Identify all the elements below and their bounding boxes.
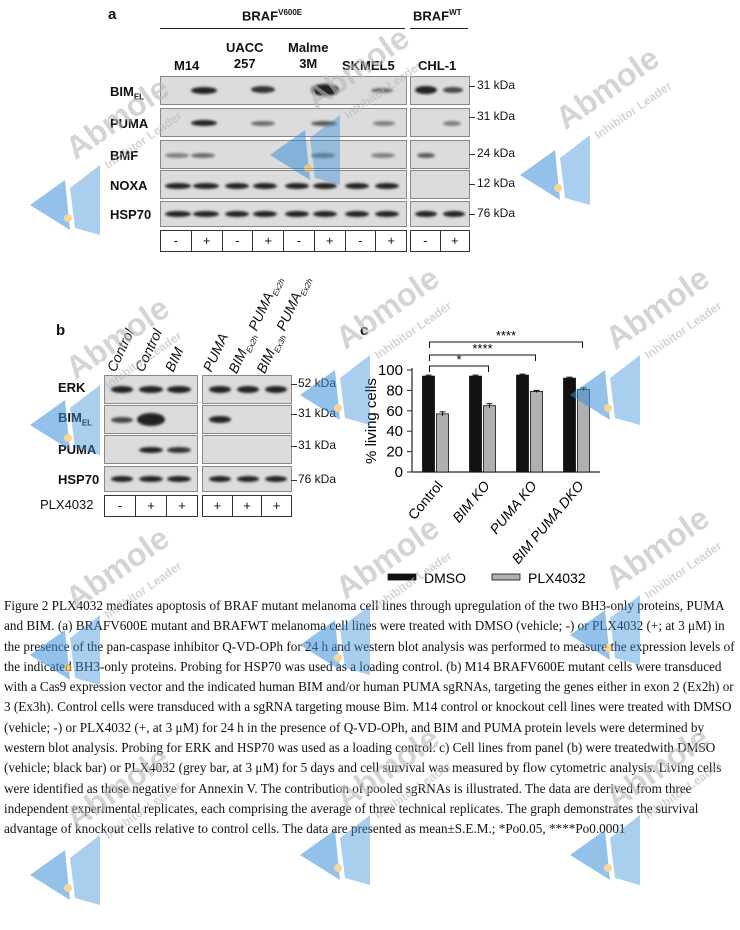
bar [436,413,449,473]
blot-puma-left [104,435,198,464]
significance-bracket [429,354,536,361]
y-tick-label: 0 [395,464,403,481]
y-tick-label: 60 [386,403,403,420]
significance-label: * [456,352,461,367]
panel-b-letter: b [56,322,66,339]
bar [483,405,496,473]
braf-wt-header: BRAFWT [413,8,462,24]
significance-label: **** [472,341,492,356]
bar [530,391,543,473]
row-label-bim: BIMEL [110,84,145,102]
y-tick-label: 100 [378,362,403,379]
legend-label: PLX4032 [528,570,586,586]
bar [469,375,482,473]
treatment-row-right: + + + [202,495,292,517]
cell-line-label: SKMEL5 [342,58,395,73]
row-label-noxa: NOXA [110,178,148,193]
row-label-hsp70: HSP70 [58,472,100,487]
legend-label: DMSO [424,570,466,586]
blot-bim-wt [410,76,470,105]
cell-line-label: Malme 3M [288,40,329,71]
y-tick-label: 40 [386,423,403,440]
kda-marker: 31 kDa [477,109,516,123]
blot-bim-right [202,405,292,434]
cell-line-label: CHL-1 [418,58,457,73]
treatment-row-wt: - + [410,230,470,252]
blot-erk-right [202,375,292,404]
blot-puma-right [202,435,292,464]
braf-mutant-line [160,28,405,29]
bar [422,375,435,473]
row-label-bim: BIMEL [58,410,93,428]
blot-hsp70-left [104,466,198,492]
cell-line-label: M14 [174,58,200,73]
y-tick-label: 20 [386,444,403,461]
blot-puma-mutant [160,108,407,137]
significance-bracket [429,365,489,372]
blot-hsp70-mutant [160,201,407,227]
blot-bim-left [104,405,198,434]
figure-caption: Figure 2 PLX4032 mediates apoptosis of B… [4,598,735,837]
abmole-watermark: Abmole Inhibitor Leader [510,39,690,230]
bar [563,377,576,473]
treatment-row-left: - + + [104,495,198,517]
cell-line-label: UACC 257 [226,40,264,71]
blot-hsp70-wt [410,201,470,227]
blot-bim-mutant [160,76,407,105]
bar [516,374,529,473]
category-label: Control [405,478,446,523]
blot-hsp70-right [202,466,292,492]
treatment-label: PLX4032 [40,497,94,512]
legend-swatch [387,573,417,581]
kda-marker: 12 kDa [477,176,516,190]
column-label: BIM [161,344,187,374]
significance-bracket [429,341,583,348]
blot-bmf-mutant [160,140,407,169]
row-label-erk: ERK [58,380,86,395]
blot-noxa-wt [410,170,470,199]
row-label-puma: PUMA [58,442,97,457]
panel-a-letter: a [108,6,117,23]
legend-swatch [491,573,521,581]
blot-erk-left [104,375,198,404]
treatment-row-mutant: - + - + - + - + [160,230,407,252]
blot-bmf-wt [410,140,470,169]
panel-c-letter: c [360,322,369,339]
kda-marker: 76 kDa [477,206,516,220]
kda-marker: 31 kDa [298,438,337,452]
kda-marker: 24 kDa [477,146,516,160]
significance-label: **** [496,328,516,343]
kda-marker: 31 kDa [298,406,337,420]
row-label-hsp70: HSP70 [110,207,152,222]
row-label-bmf: BMF [110,148,139,163]
y-tick-label: 80 [386,382,403,399]
braf-mutant-header: BRAFV600E [242,8,303,24]
kda-marker: 31 kDa [477,78,516,92]
kda-marker: 76 kDa [298,472,337,486]
braf-wt-line [410,28,468,29]
blot-puma-wt [410,108,470,137]
category-label: BIM KO [449,478,493,526]
row-label-puma: PUMA [110,116,149,131]
kda-marker: 52 kDa [298,376,337,390]
y-axis-label: % living cells [363,378,380,464]
blot-noxa-mutant [160,170,407,199]
survival-bar-chart: 0 20 40 60 80 100% living cells Control BIM KO P… [363,328,600,586]
bar [577,388,590,473]
